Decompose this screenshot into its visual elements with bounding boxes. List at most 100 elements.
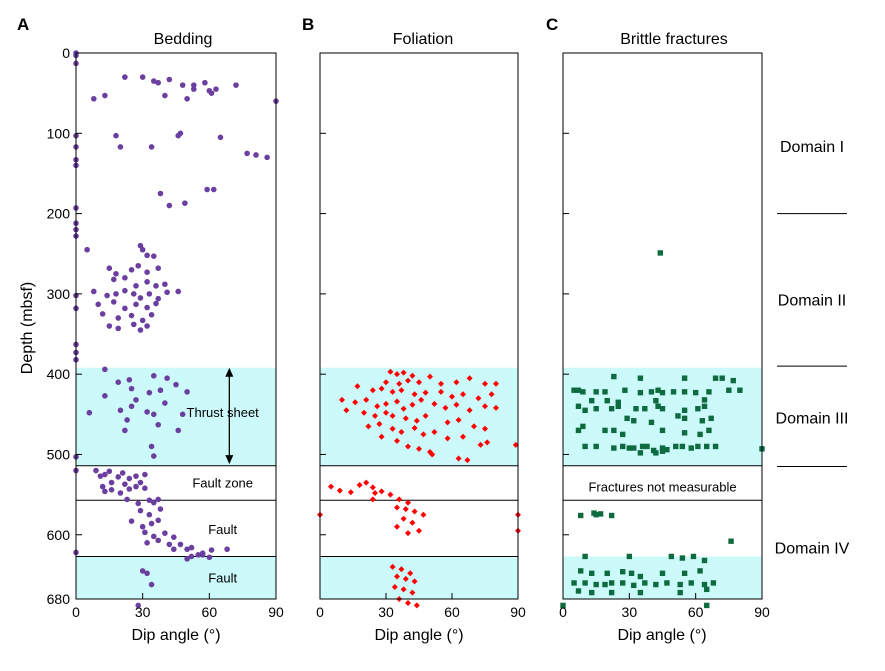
data-point bbox=[602, 581, 608, 588]
data-point bbox=[604, 570, 610, 577]
data-point bbox=[113, 271, 119, 277]
data-point bbox=[139, 523, 146, 530]
data-point bbox=[389, 388, 396, 395]
data-point bbox=[162, 530, 168, 536]
data-point bbox=[244, 150, 250, 157]
data-point bbox=[402, 575, 409, 582]
data-point bbox=[144, 304, 150, 311]
data-point bbox=[575, 427, 582, 434]
shaded-band bbox=[563, 556, 762, 599]
data-point bbox=[139, 246, 146, 253]
x-axis-label: Dip angle (°) bbox=[131, 627, 220, 644]
x-tick-label: 0 bbox=[559, 604, 567, 620]
data-point bbox=[137, 507, 144, 514]
data-point bbox=[704, 602, 710, 609]
data-point bbox=[398, 387, 405, 394]
data-point bbox=[416, 379, 422, 386]
data-point bbox=[413, 602, 420, 609]
data-point bbox=[438, 380, 444, 387]
data-point bbox=[137, 479, 144, 486]
data-point bbox=[631, 418, 637, 424]
panel-c: C Brittle fractures Fractures not measur… bbox=[546, 15, 770, 644]
data-point bbox=[637, 450, 644, 456]
data-point bbox=[389, 563, 396, 570]
data-point bbox=[626, 445, 633, 451]
data-point bbox=[352, 399, 359, 406]
data-point bbox=[208, 90, 215, 96]
data-point bbox=[157, 190, 164, 197]
data-point bbox=[150, 78, 157, 84]
data-point bbox=[411, 578, 418, 585]
data-point bbox=[128, 518, 135, 524]
data-point bbox=[253, 152, 259, 158]
data-point bbox=[99, 483, 106, 490]
data-point bbox=[148, 443, 155, 450]
data-point bbox=[113, 291, 119, 297]
data-point bbox=[102, 393, 108, 399]
data-point bbox=[657, 250, 663, 256]
data-point bbox=[695, 443, 701, 450]
plot-border bbox=[319, 52, 519, 600]
data-point bbox=[719, 375, 725, 381]
data-point bbox=[389, 412, 396, 419]
data-point bbox=[604, 397, 610, 404]
data-point bbox=[115, 474, 122, 480]
data-point bbox=[213, 86, 219, 92]
data-point bbox=[438, 388, 444, 395]
data-point bbox=[142, 471, 148, 478]
data-point bbox=[148, 144, 155, 150]
data-point bbox=[148, 581, 155, 588]
data-point bbox=[681, 407, 688, 414]
data-point bbox=[681, 375, 688, 381]
data-point bbox=[427, 373, 433, 380]
data-point bbox=[589, 589, 595, 596]
data-point bbox=[155, 79, 162, 86]
data-point bbox=[394, 398, 400, 405]
data-point bbox=[413, 417, 420, 424]
data-point bbox=[184, 95, 190, 102]
data-point bbox=[157, 506, 164, 512]
data-point bbox=[444, 435, 451, 442]
data-point bbox=[631, 445, 637, 451]
data-point bbox=[701, 403, 708, 409]
data-point bbox=[453, 401, 460, 408]
plot-frame bbox=[562, 52, 763, 600]
data-point bbox=[712, 375, 719, 381]
panel-letter-c: C bbox=[546, 15, 558, 34]
data-point bbox=[411, 424, 418, 431]
data-point bbox=[133, 397, 139, 403]
y-tick-label: 600 bbox=[47, 527, 71, 543]
data-point bbox=[133, 283, 139, 289]
data-point bbox=[188, 553, 195, 560]
arrow-head-down bbox=[225, 455, 234, 465]
data-point bbox=[394, 371, 400, 378]
data-point bbox=[706, 427, 712, 434]
data-point bbox=[122, 481, 128, 487]
data-point bbox=[620, 431, 626, 438]
data-point bbox=[668, 553, 675, 560]
data-point bbox=[122, 427, 128, 434]
data-point bbox=[378, 433, 385, 440]
data-point bbox=[405, 443, 411, 450]
x-tick-label: 30 bbox=[135, 604, 151, 620]
data-point bbox=[150, 533, 157, 540]
data-point bbox=[155, 517, 162, 524]
data-points bbox=[560, 250, 765, 609]
data-point bbox=[701, 557, 708, 564]
data-point bbox=[188, 544, 195, 551]
data-point bbox=[637, 375, 644, 381]
data-point bbox=[418, 396, 425, 403]
data-point bbox=[150, 253, 157, 259]
data-point bbox=[681, 415, 688, 422]
domain-label: Domain IV bbox=[775, 540, 850, 557]
data-point bbox=[460, 391, 466, 398]
data-point bbox=[339, 396, 345, 403]
plot-border bbox=[75, 52, 277, 600]
data-point bbox=[106, 468, 113, 475]
data-point bbox=[466, 407, 473, 414]
data-point bbox=[110, 299, 117, 305]
data-point bbox=[442, 404, 449, 411]
data-point bbox=[477, 441, 484, 448]
data-point bbox=[153, 300, 159, 307]
shaded-band bbox=[320, 556, 518, 599]
